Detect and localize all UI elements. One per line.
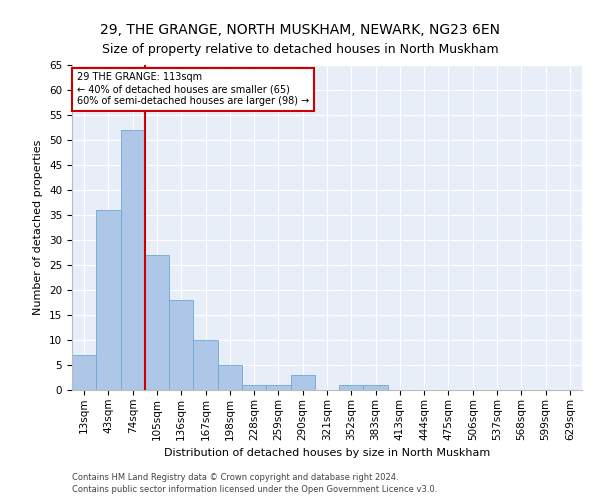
Bar xyxy=(266,385,290,390)
Text: 29, THE GRANGE, NORTH MUSKHAM, NEWARK, NG23 6EN: 29, THE GRANGE, NORTH MUSKHAM, NEWARK, N… xyxy=(100,23,500,37)
Text: Contains HM Land Registry data © Crown copyright and database right 2024.: Contains HM Land Registry data © Crown c… xyxy=(72,473,398,482)
Bar xyxy=(169,300,193,390)
Text: Contains public sector information licensed under the Open Government Licence v3: Contains public sector information licen… xyxy=(72,486,437,494)
Bar xyxy=(290,375,315,390)
Bar xyxy=(218,365,242,390)
Text: 29 THE GRANGE: 113sqm
← 40% of detached houses are smaller (65)
60% of semi-deta: 29 THE GRANGE: 113sqm ← 40% of detached … xyxy=(77,72,309,106)
Bar xyxy=(121,130,145,390)
Bar xyxy=(96,210,121,390)
Bar xyxy=(72,355,96,390)
Bar xyxy=(339,385,364,390)
Bar xyxy=(145,255,169,390)
Bar xyxy=(242,385,266,390)
Bar xyxy=(364,385,388,390)
Text: Size of property relative to detached houses in North Muskham: Size of property relative to detached ho… xyxy=(101,44,499,57)
Y-axis label: Number of detached properties: Number of detached properties xyxy=(34,140,43,315)
X-axis label: Distribution of detached houses by size in North Muskham: Distribution of detached houses by size … xyxy=(164,448,490,458)
Bar xyxy=(193,340,218,390)
